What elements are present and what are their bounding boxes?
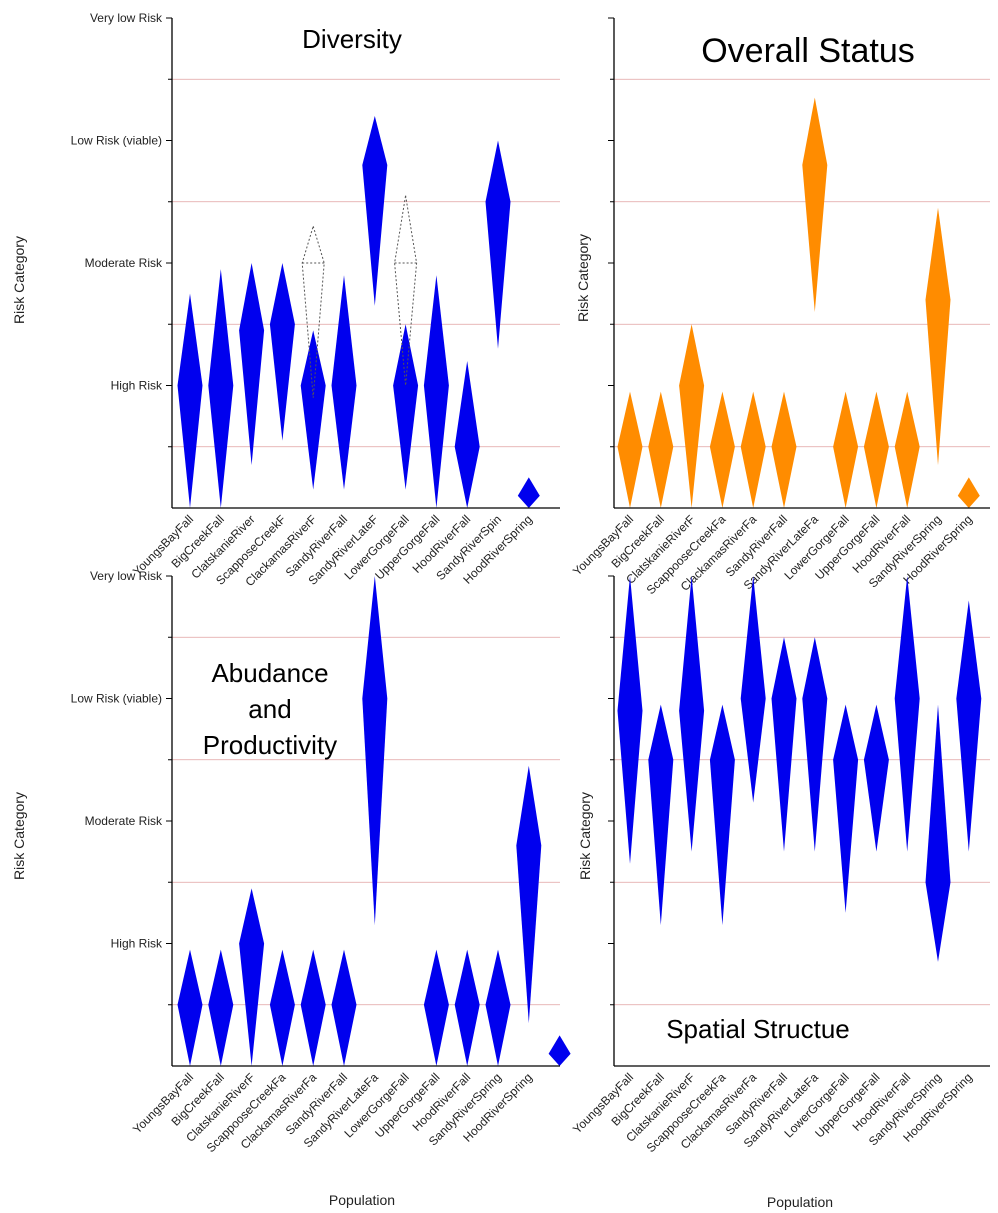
violin-ClackamasRiverFa: [740, 576, 766, 803]
violin-BigCreekFall: [208, 269, 234, 508]
violin-ClatskanieRiverF: [239, 888, 265, 1066]
violins-layer: [617, 97, 980, 508]
violin-SandyRiverSpring: [925, 704, 951, 962]
violin-SandyRiverLateFa: [802, 637, 828, 852]
violin-SandyRiverFall: [331, 949, 357, 1066]
violin-LowerGorgeFall: [833, 704, 859, 913]
y-tick-label: Low Risk (viable): [71, 134, 162, 148]
violin-overlay-ClackamasRiverF: [301, 224, 325, 398]
violin-UpperGorgeFall: [423, 275, 449, 508]
violin-HoodRiverSpring: [957, 477, 980, 508]
violin-HoodRiverSpring: [956, 600, 982, 852]
violin-SandyRiverLateFa: [362, 576, 388, 926]
violin-SandyRiverLateFa: [802, 97, 828, 312]
violin-HoodRiverSpring: [516, 765, 542, 1024]
violin-SandyRiverFall: [331, 275, 357, 490]
violins-layer: [177, 116, 540, 508]
y-axis-title: Risk Category: [577, 792, 593, 880]
chart-title-line-2: and: [248, 694, 291, 724]
y-axis-title: Risk Category: [11, 236, 27, 324]
violin-ClackamasRiverF: [300, 330, 326, 490]
violin-SandyRiverFall: [771, 391, 797, 508]
violin-item: [548, 1035, 571, 1066]
y-axis-title: Risk Category: [575, 234, 591, 322]
y-axis-title: Risk Category: [11, 792, 27, 880]
axes-layer: [166, 575, 560, 1067]
violin-ScappooseCreekFa: [709, 704, 735, 926]
violin-HoodRiverSpring: [517, 477, 540, 508]
violin-BigCreekFall: [648, 391, 674, 508]
violin-UpperGorgeFall: [863, 704, 889, 852]
violin-BigCreekFall: [648, 704, 674, 926]
y-tick-label: Very low Risk: [90, 569, 163, 583]
violin-BigCreekFall: [208, 949, 234, 1066]
y-tick-label: Very low Risk: [90, 11, 163, 25]
y-tick-labels: Very low Risk Low Risk (viable) Moderate R…: [71, 569, 163, 951]
violin-LowerGorgeFall: [833, 391, 859, 508]
y-tick-labels: Very low Risk Low Risk (viable) Moderate R…: [71, 11, 163, 393]
x-axis-title: Population: [767, 1194, 833, 1210]
violin-ClackamasRiverFa: [740, 391, 766, 508]
x-axis-title: Population: [329, 1192, 395, 1208]
violin-ScappooseCreekFa: [709, 391, 735, 508]
violin-YoungsBayFall: [177, 293, 203, 508]
axes-layer: [166, 17, 560, 509]
violins-layer: [177, 576, 571, 1066]
violin-HoodRiverFall: [894, 391, 920, 508]
violin-UpperGorgeFall: [863, 391, 889, 508]
violin-HoodRiverFall: [454, 949, 480, 1066]
chart-title-line-3: Productivity: [203, 730, 337, 760]
violin-overlay-LowerGorgeFall: [394, 195, 418, 386]
violin-ClatskanieRiverF: [679, 576, 705, 852]
violin-SandyRiverFall: [771, 637, 797, 852]
violin-SandyRiverSpring: [485, 949, 511, 1066]
violin-ClatskanieRiver: [239, 263, 265, 466]
y-tick-label: Moderate Risk: [85, 256, 163, 270]
violin-HoodRiverFall: [894, 576, 920, 852]
violin-HoodRiverFall: [454, 361, 480, 508]
violins-layer: [617, 576, 982, 962]
violin-SandyRiverLateF: [362, 116, 388, 306]
violin-SandyRiverSpin: [485, 140, 511, 349]
violin-SandyRiverSpring: [925, 207, 951, 466]
chart-title: Spatial Structue: [666, 1014, 850, 1044]
y-tick-label: High Risk: [111, 937, 163, 951]
violin-UpperGorgeFall: [423, 949, 449, 1066]
y-tick-label: Moderate Risk: [85, 814, 163, 828]
violin-YoungsBayFall: [617, 576, 643, 864]
violin-ScappooseCreekFa: [269, 949, 295, 1066]
y-tick-label: High Risk: [111, 379, 163, 393]
axes-layer: [608, 575, 990, 1067]
violin-ClatskanieRiverF: [679, 324, 705, 508]
violin-ClackamasRiverFa: [300, 949, 326, 1066]
violin-LowerGorgeFall: [393, 324, 419, 490]
violin-YoungsBayFall: [617, 391, 643, 508]
axes-layer: [608, 17, 990, 509]
y-tick-label: Low Risk (viable): [71, 692, 162, 706]
violin-ScapposeCreekF: [269, 263, 295, 441]
chart-title: Overall Status: [701, 32, 915, 70]
violin-YoungsBayFall: [177, 949, 203, 1066]
chart-title: Diversity: [302, 24, 402, 54]
grid-lines: [614, 78, 990, 448]
chart-title-line-1: Abudance: [211, 658, 328, 688]
